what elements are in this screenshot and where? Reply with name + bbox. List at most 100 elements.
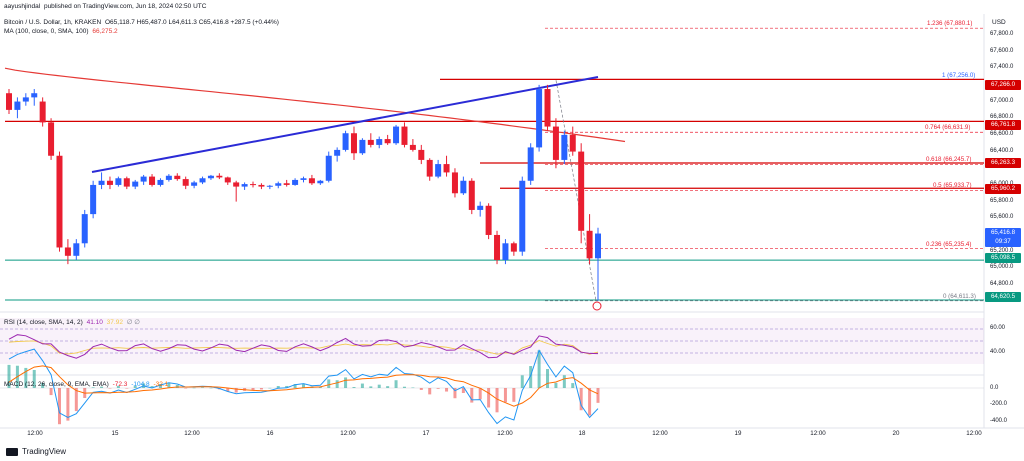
candle-body bbox=[216, 175, 223, 178]
price-axis-label: 66,400.0 bbox=[990, 147, 1014, 154]
candle-body bbox=[90, 184, 97, 215]
price-axis-label: 64,800.0 bbox=[990, 280, 1014, 287]
candle-body bbox=[350, 133, 357, 154]
macd-histogram-bar bbox=[487, 388, 491, 408]
candle-body bbox=[140, 176, 147, 182]
macd-histogram-bar bbox=[327, 379, 331, 388]
rising-trendline bbox=[91, 76, 599, 173]
macd-histogram-bar bbox=[588, 388, 592, 416]
macd-histogram-bar bbox=[192, 387, 196, 389]
candle-body bbox=[536, 89, 543, 148]
macd-histogram-bar bbox=[158, 383, 162, 388]
rsi-legend[interactable]: RSI (14, close, SMA, 14, 2) 41.10 37.92 … bbox=[4, 318, 142, 326]
rsi-ma-value: 37.92 bbox=[106, 319, 123, 326]
macd-histogram-bar bbox=[402, 386, 406, 388]
macd-histogram-bar bbox=[470, 388, 474, 403]
macd-histogram-bar bbox=[125, 388, 129, 389]
author-line: aayushjindal published on TradingView.co… bbox=[4, 3, 208, 10]
fib-level-label: 0.618 (66,245.7) bbox=[926, 156, 972, 164]
macd-histogram-bar bbox=[285, 385, 289, 388]
candle-body bbox=[258, 184, 265, 187]
macd-histogram-bar bbox=[344, 377, 348, 388]
rsi-line bbox=[8, 334, 599, 359]
candle-body bbox=[426, 159, 433, 177]
alert-marker-icon bbox=[592, 301, 602, 311]
symbol-line: Bitcoin / U.S. Dollar, 1h, KRAKEN O65,11… bbox=[4, 19, 281, 26]
macd-histogram-bar bbox=[24, 367, 28, 388]
macd-histogram-bar bbox=[66, 388, 70, 421]
candle-body bbox=[494, 234, 501, 260]
candle-body bbox=[460, 180, 467, 194]
price-axis-label: 67,000.0 bbox=[990, 97, 1014, 104]
candle-body bbox=[418, 149, 425, 160]
candle-body bbox=[384, 139, 391, 144]
macd-legend[interactable]: MACD (12, 26, close, 9, EMA, EMA) -72.3 … bbox=[4, 381, 170, 388]
candle-body bbox=[241, 184, 248, 187]
candle-body bbox=[468, 180, 475, 210]
candle-body bbox=[561, 134, 568, 160]
macd-histogram-bar bbox=[352, 387, 356, 388]
macd-histogram-bar bbox=[251, 388, 255, 391]
price-tag-resistance-3: 66,263.3 bbox=[985, 158, 1021, 168]
price-axis-label: 65,600.0 bbox=[990, 214, 1014, 221]
candle-body bbox=[300, 178, 307, 180]
symbol-title[interactable]: Bitcoin / U.S. Dollar, 1h, KRAKEN bbox=[4, 19, 102, 26]
price-axis-label: 67,800.0 bbox=[990, 30, 1014, 37]
ma-legend[interactable]: MA (100, close, 0, SMA, 100) 66,275.2 bbox=[4, 28, 120, 35]
price-tag-support-2: 64,620.5 bbox=[985, 292, 1021, 302]
fib-level-label: 1.236 (67,880.1) bbox=[927, 20, 973, 28]
price-axis-label: 66,000.0 bbox=[990, 181, 1013, 187]
macd-axis-0: 0.0 bbox=[990, 385, 999, 391]
macd-histogram-bar bbox=[360, 383, 364, 388]
macd-histogram-bar bbox=[108, 388, 112, 389]
price-tag-resistance-1: 67,266.0 bbox=[985, 80, 1021, 90]
candle-body bbox=[485, 205, 492, 235]
macd-histogram-bar bbox=[554, 382, 558, 388]
price-axis-label: 66,800.0 bbox=[990, 114, 1014, 121]
time-axis-label: 17 bbox=[422, 430, 430, 437]
macd-signal-value: -32.1 bbox=[153, 381, 169, 388]
fib-level-label: 1 (67,256.0) bbox=[942, 72, 976, 80]
candle-body bbox=[367, 139, 374, 145]
macd-histogram-bar bbox=[41, 382, 45, 388]
candle-body bbox=[31, 93, 38, 98]
time-axis-label: 16 bbox=[266, 430, 274, 437]
rsi-axis-60: 60.00 bbox=[990, 325, 1006, 331]
candle-body bbox=[569, 134, 576, 152]
ma-legend-value: 66,275.2 bbox=[92, 28, 118, 35]
time-axis-label: 18 bbox=[578, 430, 586, 437]
candle-body bbox=[207, 175, 214, 179]
candle-body bbox=[376, 139, 383, 145]
author-name: aayushjindal bbox=[4, 3, 41, 10]
macd-histogram-bar bbox=[386, 386, 390, 388]
macd-histogram-bar bbox=[234, 388, 238, 393]
macd-histogram-bar bbox=[546, 369, 550, 388]
time-axis-label: 12:00 bbox=[184, 430, 200, 437]
macd-histogram-bar bbox=[226, 388, 230, 392]
candle-body bbox=[502, 243, 509, 260]
candle-body bbox=[199, 178, 206, 183]
macd-histogram-bar bbox=[49, 388, 53, 396]
candle-body bbox=[578, 151, 585, 231]
macd-histogram-bar bbox=[32, 369, 36, 388]
candle-body bbox=[14, 101, 21, 110]
candle-body bbox=[56, 155, 63, 248]
macd-histogram-bar bbox=[116, 385, 120, 388]
macd-histogram-bar bbox=[335, 380, 339, 388]
macd-histogram-bar bbox=[302, 383, 305, 388]
macd-histogram-bar bbox=[377, 384, 381, 388]
candle-body bbox=[586, 230, 593, 259]
rsi-ma-line bbox=[8, 340, 599, 355]
tradingview-logo[interactable]: TradingView bbox=[6, 447, 66, 456]
candle-body bbox=[115, 178, 122, 185]
time-axis-label: 20 bbox=[892, 430, 900, 437]
price-tag-support-1: 65,098.5 bbox=[985, 253, 1021, 263]
candle-body bbox=[552, 126, 559, 160]
macd-histogram-bar bbox=[562, 375, 566, 388]
candle-body bbox=[39, 101, 46, 123]
price-axis-label: 65,200.0 bbox=[990, 247, 1014, 254]
ohlc-values: O65,118.7 H65,487.0 L64,611.3 C65,416.8 … bbox=[105, 19, 279, 26]
macd-histogram-bar bbox=[91, 387, 95, 388]
macd-histogram-bar bbox=[184, 388, 188, 389]
